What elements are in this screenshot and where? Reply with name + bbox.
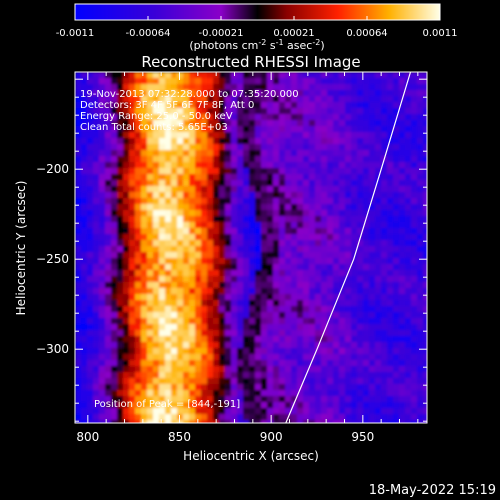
colorbar-tick-label: 0.00064 [346, 28, 387, 39]
y-axis-ticks: −200 −250 −300 [36, 78, 427, 422]
colorbar-tick-labels: -0.0011 -0.00064 -0.00021 0.00021 0.00064 0.0… [56, 28, 458, 39]
colorbar-tick-label: 0.0011 [423, 28, 458, 39]
annotation-line: Clean Total counts: 5.65E+03 [80, 122, 228, 133]
annotations: 19-Nov-2013 07:32:28.000 to 07:35:20.000… [80, 89, 299, 410]
x-tick-label: 900 [260, 430, 283, 444]
chart-title: Reconstructed RHESSI Image [141, 53, 360, 71]
colorbar-tick-label: -0.0011 [56, 28, 95, 39]
x-tick-label: 800 [76, 430, 99, 444]
x-axis-label: Heliocentric X (arcsec) [183, 449, 319, 463]
colorbar-units: (photons cm-2 s-1 asec-2) [189, 38, 324, 52]
colorbar-tick-label: 0.00021 [273, 28, 314, 39]
footer-timestamp: 18-May-2022 15:19 [369, 483, 496, 498]
y-tick-label: −300 [36, 342, 69, 356]
x-axis-ticks: 800 850 900 950 [76, 72, 419, 444]
colorbar [74, 3, 441, 21]
annotation-line: Detectors: 3F 4F 5F 6F 7F 8F, Att 0 [80, 100, 254, 111]
x-tick-label: 850 [168, 430, 191, 444]
annotation-line: Energy Range: 25.0 - 50.0 keV [80, 111, 233, 122]
colorbar-ticks [74, 16, 441, 20]
solar-limb-curve [285, 72, 412, 423]
heatmap-image [75, 72, 427, 423]
y-tick-label: −250 [36, 252, 69, 266]
peak-position-annotation: Position of Peak = [844,-191] [94, 399, 240, 410]
y-axis-label: Heliocentric Y (arcsec) [14, 181, 28, 316]
colorbar-tick-label: -0.00021 [199, 28, 244, 39]
annotation-line: 19-Nov-2013 07:32:28.000 to 07:35:20.000 [80, 89, 299, 100]
y-tick-label: −200 [36, 162, 69, 176]
plot-frame [74, 71, 428, 424]
x-tick-label: 950 [351, 430, 374, 444]
colorbar-tick-label: -0.00064 [126, 28, 171, 39]
